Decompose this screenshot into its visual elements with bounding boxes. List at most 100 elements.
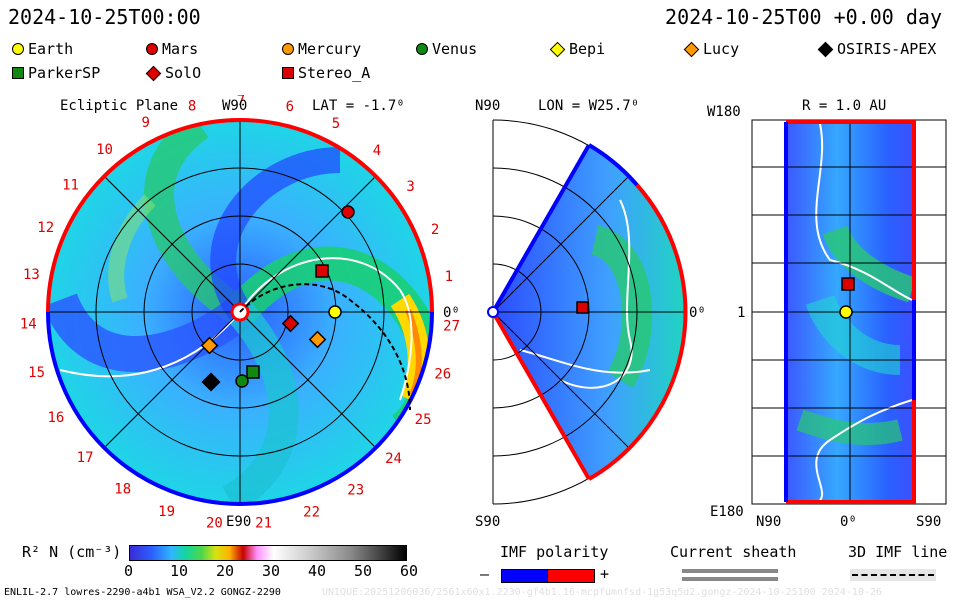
imf-polarity-minus: – (480, 565, 490, 583)
ecliptic-markers (200, 205, 355, 392)
mercury-marker (200, 336, 219, 355)
legend-item-solo: SolO (145, 64, 201, 82)
colorbar-tick: 10 (170, 562, 189, 580)
radial-x-label-s90: S90 (916, 514, 941, 530)
carrington-number: 18 (114, 482, 131, 498)
carrington-number: 25 (415, 412, 432, 428)
osiris-apex-marker (201, 372, 221, 392)
carrington-number: 6 (286, 99, 294, 115)
legend-label: ParkerSP (28, 64, 101, 82)
imf-line-title: 3D IMF line (848, 543, 948, 561)
legend-label: Mars (162, 40, 199, 58)
colorbar-tick: 30 (262, 562, 281, 580)
earth-imf-line (239, 283, 411, 411)
legend-item-bepi: Bepi (549, 40, 606, 58)
legend-label: Bepi (569, 40, 606, 58)
legend-label: OSIRIS-APEX (837, 40, 937, 58)
circle-marker-icon (146, 43, 158, 55)
legend-item-mars: Mars (146, 40, 198, 58)
carrington-number: 8 (188, 99, 196, 115)
carrington-number: 14 (20, 316, 37, 332)
carrington-number: 1 (445, 269, 453, 285)
carrington-number: 9 (141, 115, 149, 131)
carrington-number: 22 (303, 505, 320, 521)
legend-item-osiris-apex: OSIRIS-APEX (817, 40, 937, 58)
ecliptic-boundary-positive-2 (46, 118, 241, 313)
carrington-number: 19 (158, 504, 175, 520)
carrington-number: 16 (47, 410, 64, 426)
ecliptic-top-label: W90 (222, 98, 247, 114)
colorbar-tick: 20 (216, 562, 235, 580)
carrington-number: 4 (373, 143, 381, 159)
carrington-number: 23 (347, 483, 364, 499)
carrington-number: 12 (37, 220, 54, 236)
carrington-number: 24 (385, 451, 402, 467)
carrington-number: 20 (206, 515, 223, 531)
radial-map-panel: W180 R = 1.0 AU 1 E180 N90 0⁰ S90 (707, 98, 947, 530)
mars-marker (341, 205, 355, 219)
colorbar-label: R² N (cm⁻³) (22, 543, 122, 561)
radial-mid-label: 1 (737, 305, 745, 321)
colorbar-gradient (129, 545, 407, 561)
meridional-top-label: N90 (475, 98, 500, 114)
solo-marker (281, 314, 300, 333)
imf-polarity-plus: + (600, 565, 610, 583)
imf-polarity-title: IMF polarity (500, 543, 609, 561)
meridional-plane-panel: N90 LON = W25.7⁰ 0⁰ S90 (475, 98, 706, 530)
parkersp-marker (246, 365, 260, 379)
meridional-stereo-a-marker (576, 301, 589, 314)
legend-item-lucy: Lucy (683, 40, 740, 58)
current-sheath-line-1 (682, 569, 778, 573)
legend-label: Stereo_A (298, 64, 371, 82)
circle-marker-icon (416, 43, 428, 55)
legend-item-stereo-a: Stereo_A (282, 64, 370, 82)
radial-stereo-a-marker (841, 277, 855, 291)
carrington-number: 3 (406, 179, 414, 195)
meridional-right-label: 0⁰ (689, 305, 706, 321)
diamond-marker-icon (817, 41, 834, 57)
earth-marker (328, 305, 342, 319)
radial-x-label-n90: N90 (756, 514, 781, 530)
colorbar-tick: 0 (124, 562, 134, 580)
radial-earth-marker (839, 305, 853, 319)
meridional-grid (492, 119, 686, 505)
carrington-number: 17 (77, 450, 94, 466)
lucy-marker (308, 330, 327, 349)
footer-run-id: UNIQUE:20251206036/2561x60x1.2230-gf4b1.… (322, 587, 882, 598)
ecliptic-boundary-negative-2 (46, 311, 241, 506)
legend-label: Lucy (703, 40, 740, 58)
ecliptic-bottom-label: E90 (226, 514, 251, 530)
ecliptic-right-label: 0⁰ (443, 305, 460, 321)
legend-label: Earth (28, 40, 74, 58)
circle-marker-icon (282, 43, 294, 55)
imf-line-sample (852, 574, 934, 576)
footer-model-info: ENLIL-2.7 lowres-2290-a4b1 WSA_V2.2 GONG… (4, 587, 281, 598)
radial-bottom-left-label: E180 (710, 504, 744, 520)
current-sheath-title: Current sheath (670, 543, 797, 561)
datetime-right: 2024-10-25T00 +0.00 day (665, 5, 942, 29)
legend-label: Mercury (298, 40, 362, 58)
carrington-number: 2 (431, 222, 439, 238)
legend-item-mercury: Mercury (282, 40, 361, 58)
carrington-number: 27 (443, 318, 460, 334)
meridional-bottom-label: S90 (475, 514, 500, 530)
diamond-marker-icon (549, 41, 566, 57)
meridional-lon-label: LON = W25.7⁰ (538, 98, 639, 114)
legend-label: Venus (432, 40, 478, 58)
diamond-marker-icon (145, 65, 162, 81)
colorbar-tick: 60 (400, 562, 419, 580)
radial-top-left-label: W180 (707, 104, 741, 120)
imf-negative-swatch (501, 569, 549, 583)
venus-marker (235, 374, 249, 388)
carrington-number: 11 (62, 178, 79, 194)
legend-item-earth: Earth (12, 40, 73, 58)
carrington-number: 13 (23, 267, 40, 283)
radial-r-label: R = 1.0 AU (802, 98, 886, 114)
diamond-marker-icon (683, 41, 700, 57)
ecliptic-boundary-negative (239, 311, 434, 506)
ecliptic-lat-label: LAT = -1.7⁰ (312, 98, 405, 114)
carrington-number: 10 (96, 142, 113, 158)
imf-positive-swatch (547, 569, 595, 583)
